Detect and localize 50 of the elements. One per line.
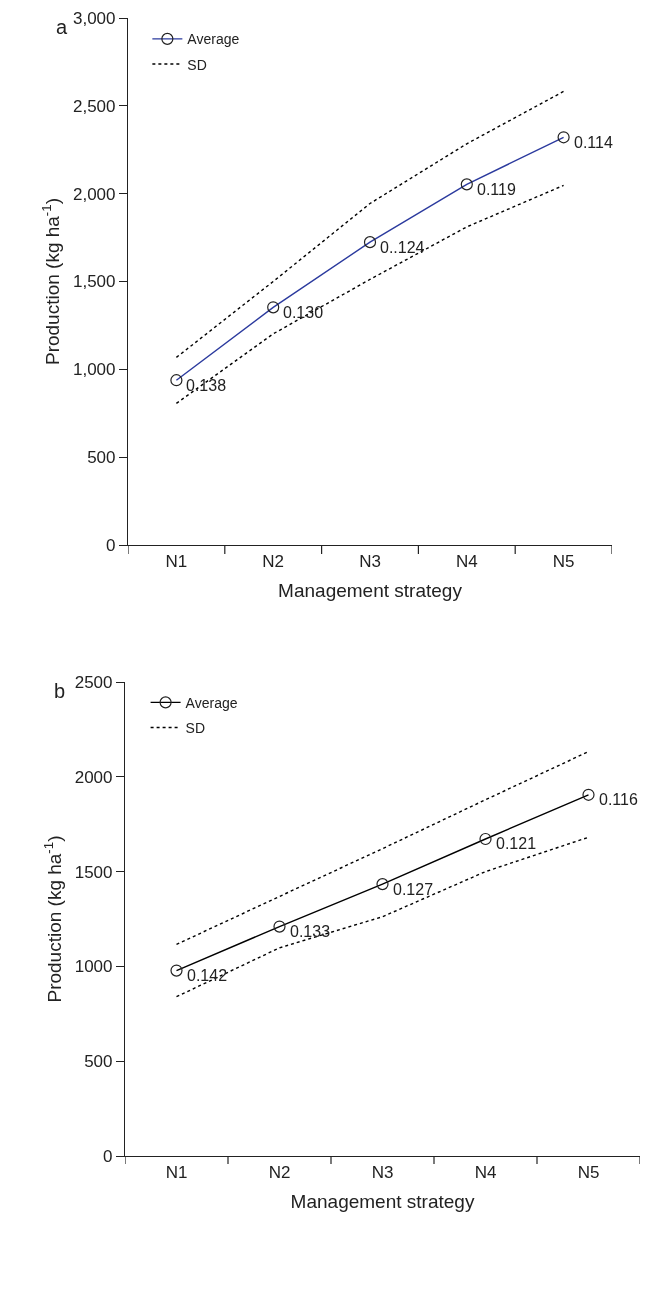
y-tick-label: 500 [87,448,116,468]
point [273,920,286,933]
legend-label: SD [187,56,207,73]
point [582,788,595,801]
y-tick-label: 2000 [74,767,113,787]
point [170,964,183,977]
legend-label: Average [187,31,240,48]
x-tick-label: N4 [474,1162,497,1182]
x-tick-label: N4 [455,551,478,571]
x-tick-label: N2 [262,551,285,571]
x-axis-title: Management strategy [278,580,463,602]
annotation: 0.127 [393,881,434,898]
x-tick-label: N5 [577,1162,600,1182]
line-series [175,90,565,359]
x-tick-label: N3 [359,551,381,571]
annotation: 0..124 [380,239,425,256]
chart-title: a [56,16,68,38]
y-tick-label: 3,000 [72,8,116,28]
annotation: 0.114 [574,134,613,151]
point [479,832,492,846]
annotation: 0.138 [186,377,227,394]
y-tick-label: 2,000 [72,184,116,204]
y-tick-label: 0 [106,535,116,555]
y-tick-label: 2,500 [72,96,116,116]
x-tick-label: N1 [165,1162,188,1182]
x-tick-label: N1 [165,551,188,571]
chart-title: b [54,680,66,702]
x-tick-label: N3 [371,1162,394,1182]
x-tick-label: N2 [268,1162,291,1182]
legend-label: Average [185,694,238,711]
annotation: 0.142 [187,967,228,984]
x-tick-label: N5 [552,551,575,571]
annotation: 0.121 [496,835,537,852]
y-tick-label: 1500 [74,862,113,882]
y-tick-label: 1,500 [72,272,116,292]
y-tick-label: 2500 [74,672,113,692]
y-tick-label: 500 [84,1052,113,1072]
point [376,878,389,891]
y-tick-label: 0 [103,1146,113,1166]
line-series [175,836,590,998]
x-axis-title: Management strategy [290,1191,475,1213]
y-tick-label: 1000 [74,957,113,977]
annotation: 0.130 [283,304,324,321]
y-tick-label: 1,000 [72,360,116,380]
legend-label: SD [185,720,206,736]
annotation: 0.133 [290,923,331,940]
annotation: 0.119 [477,181,516,198]
annotation: 0.116 [599,791,638,808]
line-series [175,750,590,946]
line-series [175,184,565,405]
